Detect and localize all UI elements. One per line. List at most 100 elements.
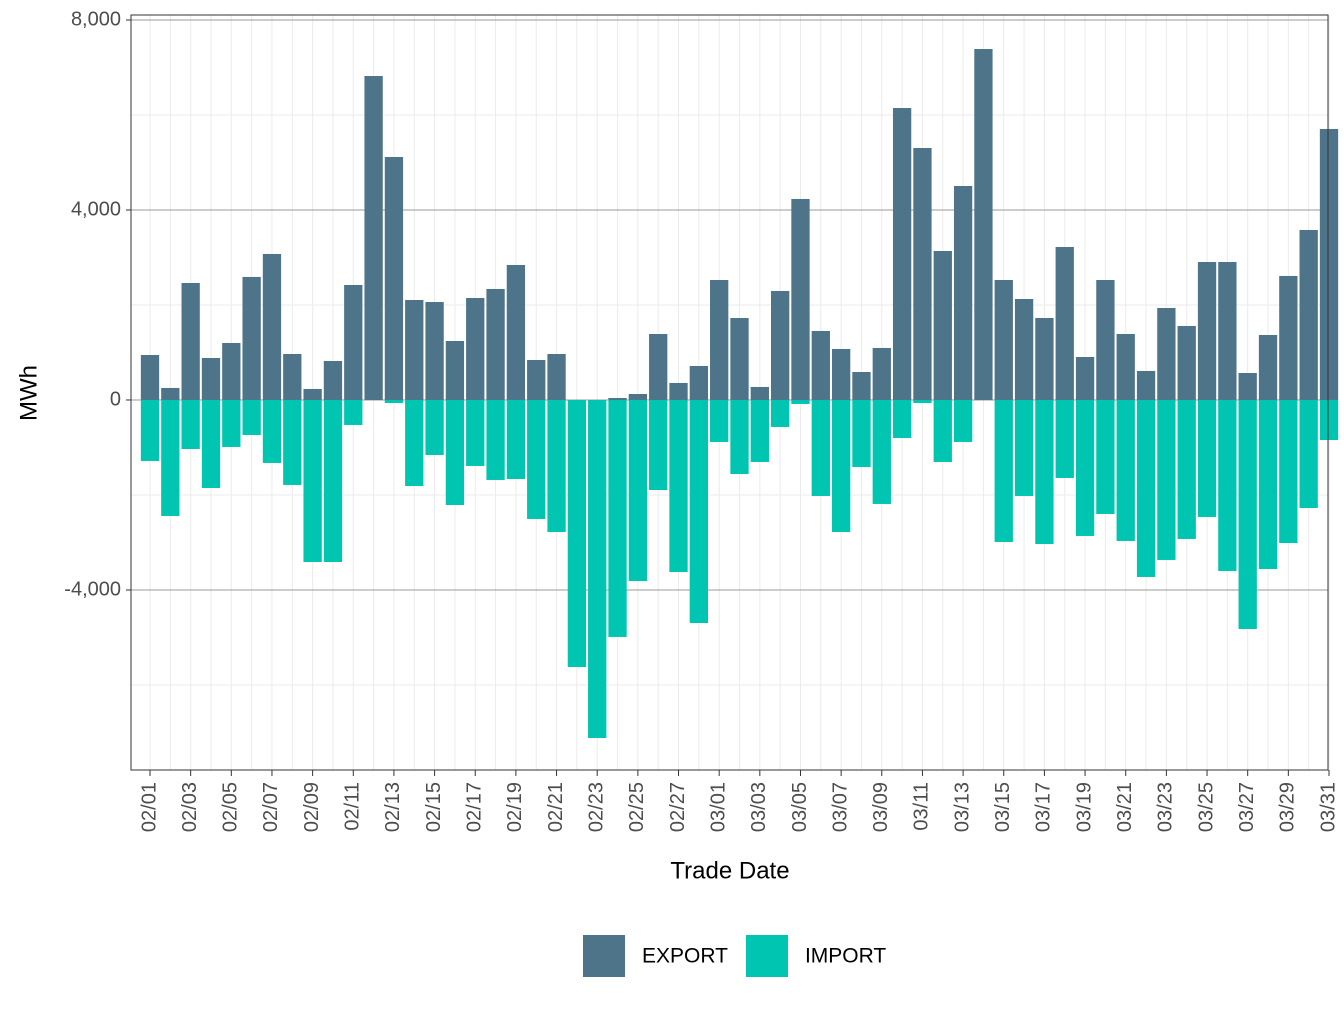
bar <box>1055 399 1074 478</box>
bar <box>953 399 973 442</box>
bar <box>486 399 505 480</box>
x-tick-label: 03/15 <box>992 782 1014 832</box>
bar <box>872 399 891 504</box>
x-tick-label: 03/23 <box>1155 782 1177 832</box>
x-tick-label: 03/29 <box>1277 782 1299 832</box>
bar <box>1116 399 1135 541</box>
bar <box>974 49 993 400</box>
x-tick-label: 03/13 <box>951 782 973 832</box>
bar <box>283 354 302 400</box>
bar <box>608 399 627 637</box>
x-tick-label: 02/09 <box>301 782 323 832</box>
bar <box>710 279 729 400</box>
y-tick-label: 0 <box>110 388 121 410</box>
bar <box>933 399 952 462</box>
bar <box>486 288 505 400</box>
x-tick-label: 02/05 <box>220 782 242 832</box>
bar <box>445 340 465 400</box>
bar <box>1319 128 1339 400</box>
bar <box>913 147 932 400</box>
bar <box>161 399 180 516</box>
bar <box>547 399 566 532</box>
x-tick-label: 03/03 <box>748 782 770 832</box>
bar <box>344 284 363 400</box>
bar <box>303 388 322 400</box>
x-tick-label: 03/05 <box>789 782 811 832</box>
bar <box>933 250 952 400</box>
bar <box>872 347 891 400</box>
bar <box>1136 370 1156 400</box>
bar <box>384 399 404 403</box>
legend-label: IMPORT <box>805 945 886 968</box>
x-tick-label: 02/25 <box>626 782 648 832</box>
x-tick-label: 03/07 <box>829 782 851 832</box>
legend-label: EXPORT <box>642 945 728 968</box>
bar <box>425 399 444 455</box>
bar <box>791 399 810 404</box>
x-tick-label: 03/27 <box>1236 782 1258 832</box>
bar <box>567 399 587 667</box>
bar <box>1035 317 1054 400</box>
bar <box>1157 307 1176 400</box>
bar <box>1319 399 1339 440</box>
bar <box>1014 399 1034 496</box>
x-tick-label: 02/17 <box>464 782 486 832</box>
bar <box>161 387 180 400</box>
bar <box>222 399 241 447</box>
bar <box>1238 399 1257 629</box>
x-tick-label: 02/01 <box>138 782 160 832</box>
bar <box>1096 279 1115 400</box>
x-tick-label: 03/25 <box>1195 782 1217 832</box>
bar <box>953 185 973 400</box>
bar <box>547 354 566 400</box>
bar <box>649 334 668 400</box>
bar <box>364 75 383 400</box>
bar <box>1197 399 1217 517</box>
x-tick-label: 02/27 <box>667 782 689 832</box>
x-tick-label: 02/03 <box>179 782 201 832</box>
bar <box>994 279 1013 400</box>
bar <box>852 399 871 468</box>
bar <box>445 399 465 506</box>
bar <box>1177 325 1196 400</box>
bar <box>506 264 526 400</box>
bar <box>181 282 200 400</box>
bar <box>527 399 546 519</box>
bar <box>181 399 200 450</box>
bar <box>262 399 282 463</box>
bar <box>323 360 343 400</box>
y-tick-label: -4,000 <box>64 578 121 600</box>
bar <box>242 276 261 400</box>
bar <box>201 399 221 488</box>
x-tick-label: 02/11 <box>342 782 364 831</box>
bar <box>1299 229 1318 400</box>
bar <box>506 399 526 479</box>
x-tick-label: 02/13 <box>382 782 404 832</box>
bar <box>1157 399 1176 560</box>
bar <box>689 399 708 623</box>
bar <box>1096 399 1115 514</box>
bar <box>1258 399 1278 569</box>
bar <box>588 399 607 738</box>
x-axis-title: Trade Date <box>670 857 789 884</box>
x-tick-label: 02/21 <box>545 782 567 832</box>
bar <box>1075 356 1095 400</box>
bar <box>1177 399 1196 539</box>
bar <box>628 393 648 400</box>
bar <box>1258 335 1278 400</box>
bar <box>1279 399 1298 544</box>
bar <box>140 354 160 400</box>
x-tick-label: 02/23 <box>585 782 607 832</box>
bar <box>1299 399 1318 508</box>
bar <box>1055 246 1074 400</box>
bar <box>750 399 769 462</box>
bar <box>323 399 343 563</box>
y-axis-title: MWh <box>15 365 42 421</box>
bar <box>222 342 241 400</box>
bar <box>384 156 404 400</box>
bar <box>1238 373 1257 400</box>
bar <box>669 399 688 572</box>
bar <box>608 397 627 400</box>
bar <box>262 253 282 400</box>
bar <box>730 399 749 474</box>
